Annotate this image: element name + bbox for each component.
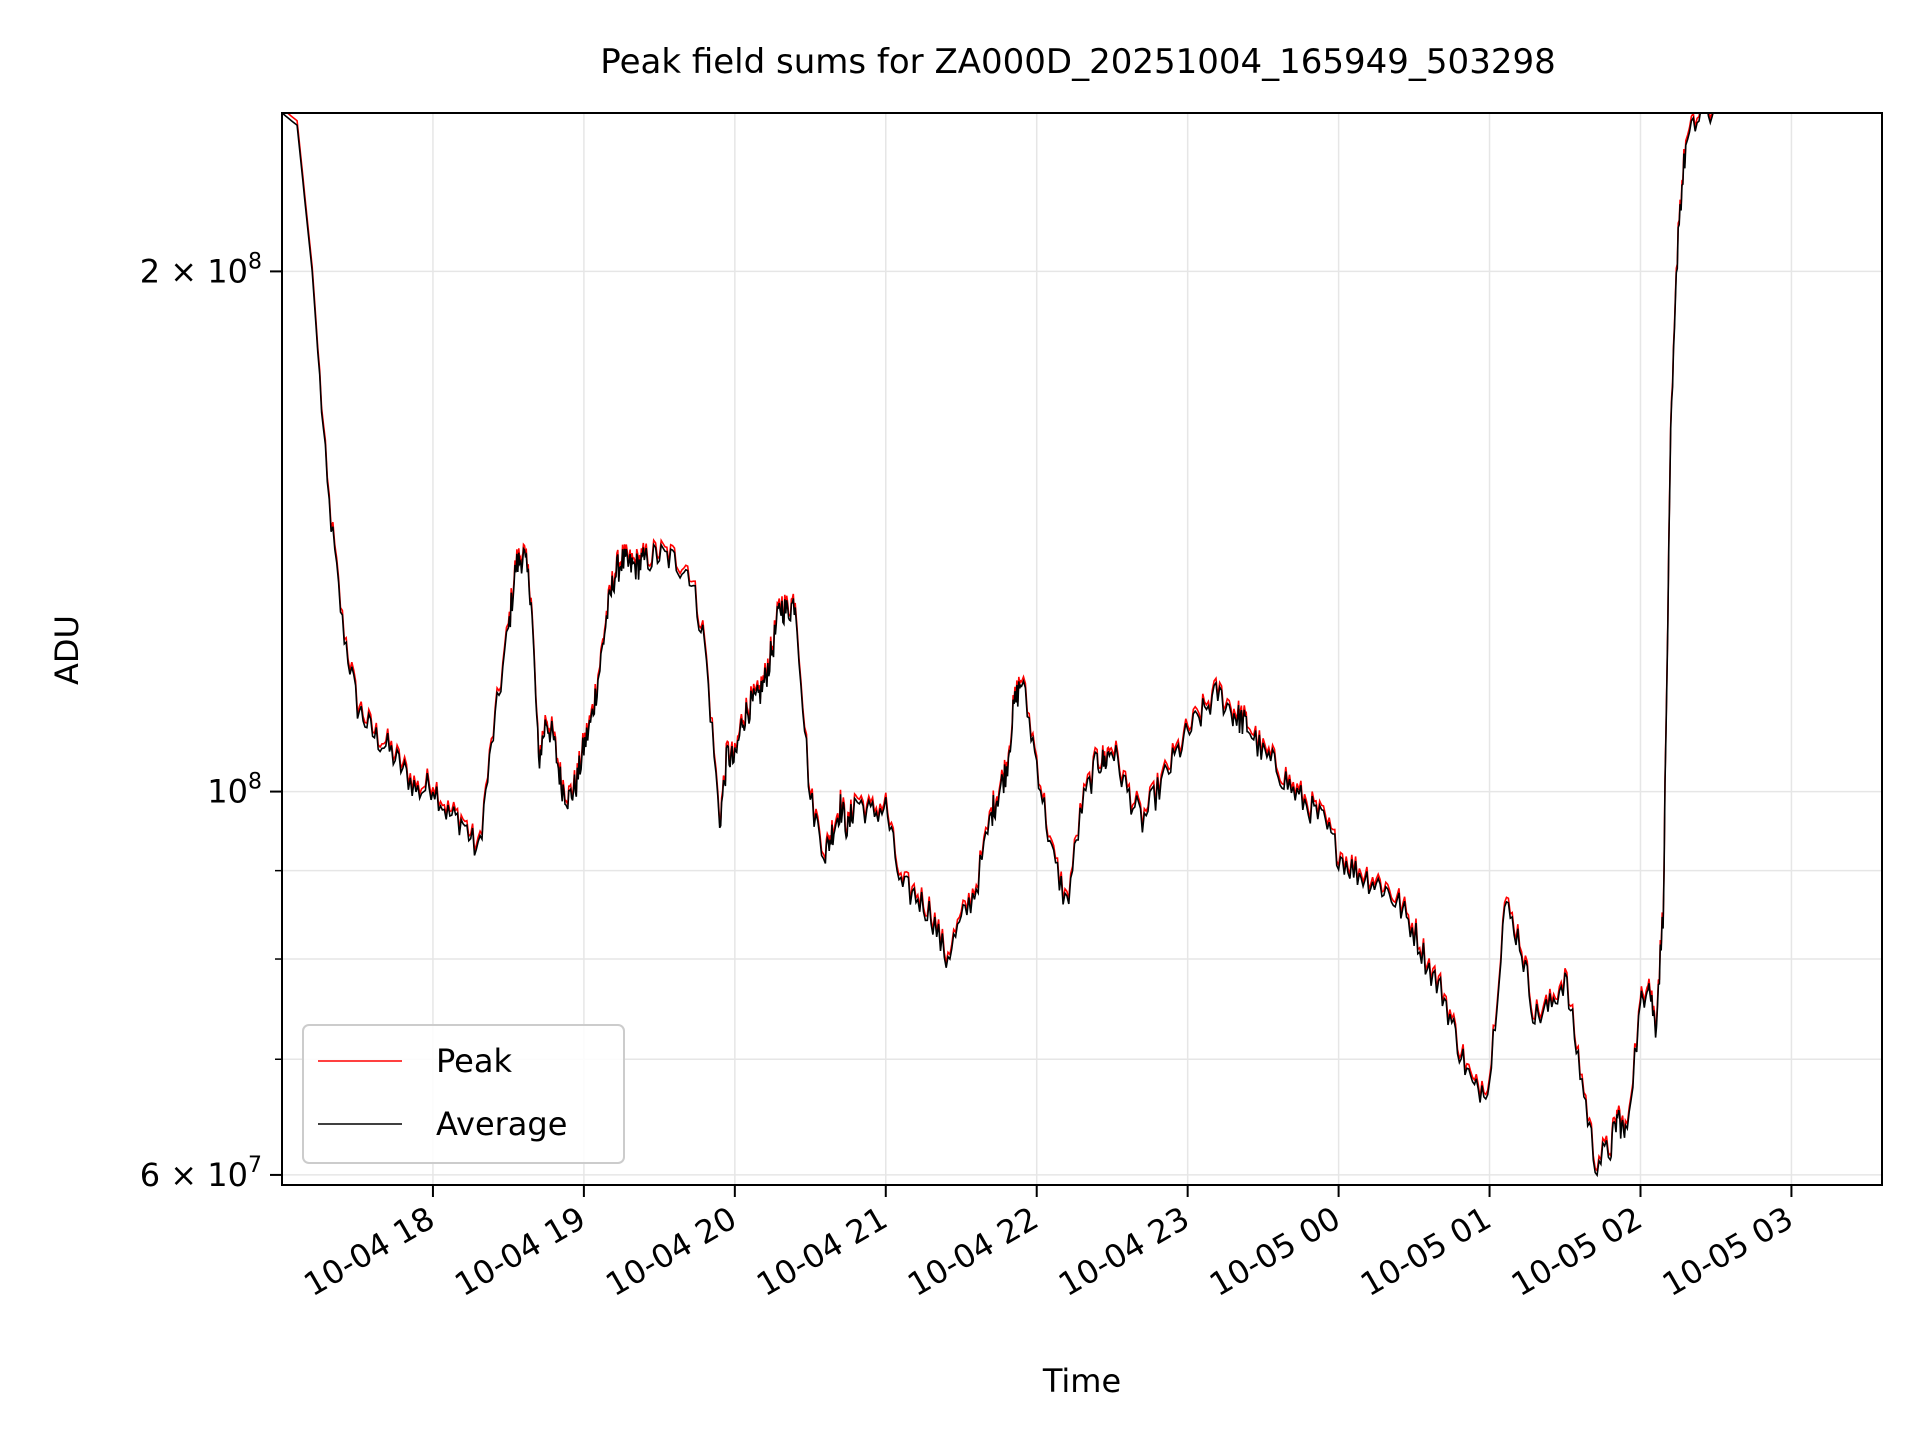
y-tick-label: 6 × 107 xyxy=(140,1153,262,1194)
x-axis-label: Time xyxy=(1042,1362,1121,1400)
y-tick-label: 2 × 108 xyxy=(140,249,262,290)
series-layer xyxy=(282,113,1714,1178)
legend-average-label: Average xyxy=(436,1105,567,1143)
legend: Peak Average xyxy=(302,1024,625,1164)
chart-title: Peak field sums for ZA000D_20251004_1659… xyxy=(600,42,1555,82)
y-axis-label: ADU xyxy=(48,615,86,685)
legend-box xyxy=(302,1024,625,1164)
legend-peak-label: Peak xyxy=(436,1042,512,1080)
plot-frame xyxy=(281,112,1883,1186)
series-average-line xyxy=(282,113,1714,1178)
grid-lines xyxy=(282,113,1882,1185)
